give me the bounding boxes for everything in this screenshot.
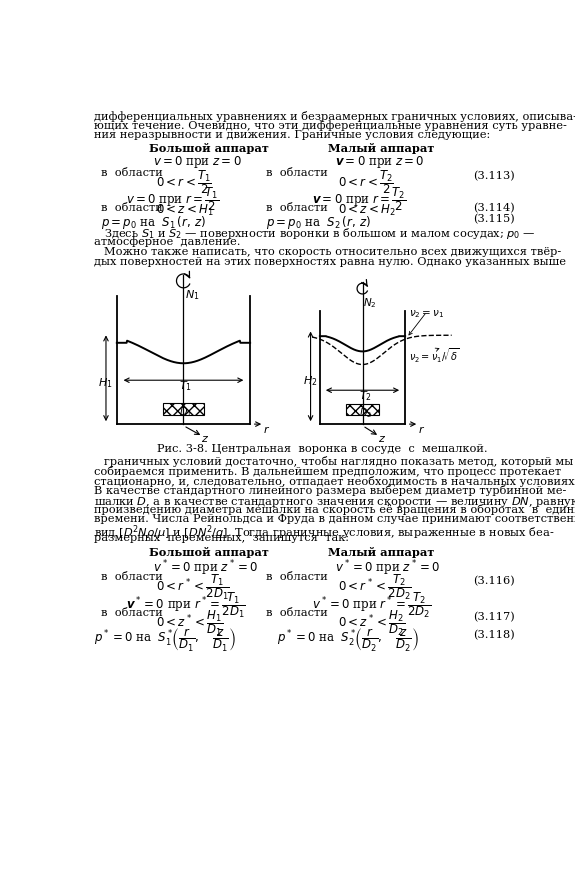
Text: $T_1$: $T_1$ bbox=[179, 379, 192, 393]
Text: $0{<}z{<}H_1$: $0{<}z{<}H_1$ bbox=[156, 202, 213, 217]
Text: $z$: $z$ bbox=[201, 434, 209, 444]
Text: ющих течение. Очевидно, что эти дифференциальные уравнения суть уравне-: ющих течение. Очевидно, что эти дифферен… bbox=[94, 120, 566, 131]
Text: стационарно, и, следовательно, отпадает необходимость в начальных условиях.: стационарно, и, следовательно, отпадает … bbox=[94, 475, 575, 486]
Text: Здесь $S_1$ и $S_2$ — поверхности воронки в большом и малом сосудах; $p_0$ —: Здесь $S_1$ и $S_2$ — поверхности воронк… bbox=[105, 226, 536, 242]
Text: размерных  переменных,  запишутся  так:: размерных переменных, запишутся так: bbox=[94, 533, 348, 542]
Text: $r$: $r$ bbox=[417, 423, 425, 434]
Text: ния неразрывности и движения. Граничные условия следующие:: ния неразрывности и движения. Граничные … bbox=[94, 129, 490, 140]
Text: $z$: $z$ bbox=[378, 434, 386, 444]
Text: $H_1$: $H_1$ bbox=[98, 375, 113, 389]
Text: $0{<}r{<}\dfrac{T_1}{2}$: $0{<}r{<}\dfrac{T_1}{2}$ bbox=[156, 168, 212, 196]
Text: Малый аппарат: Малый аппарат bbox=[328, 546, 434, 557]
Text: вид $[D^2N\rho/\mu]$ и $[DN^2/g]$. Тогда граничные условия, выраженные в новых б: вид $[D^2N\rho/\mu]$ и $[DN^2/g]$. Тогда… bbox=[94, 523, 554, 541]
Text: В качестве стандартного линейного размера выберем диаметр турбинной ме-: В качестве стандартного линейного размер… bbox=[94, 485, 566, 495]
Text: (3.115): (3.115) bbox=[473, 214, 515, 224]
Text: дых поверхностей на этих поверхностях равна нулю. Однако указанных выше: дых поверхностей на этих поверхностях ра… bbox=[94, 256, 566, 267]
Text: $\boldsymbol{v}^*=0$ при $r^*=\dfrac{T_1}{2D_1}$: $\boldsymbol{v}^*=0$ при $r^*=\dfrac{T_1… bbox=[126, 589, 246, 620]
Text: $\boldsymbol{v}=0$ при $r=\dfrac{T_2}{2}$: $\boldsymbol{v}=0$ при $r=\dfrac{T_2}{2}… bbox=[312, 185, 407, 213]
Text: в  области: в области bbox=[266, 572, 327, 581]
Text: $N_2$: $N_2$ bbox=[363, 295, 377, 309]
Text: в  области: в области bbox=[266, 607, 327, 618]
Text: $p^*=0$ на  $S_2^*\!\left(\dfrac{r}{D_2},\quad\dfrac{z}{D_2}\right)$: $p^*=0$ на $S_2^*\!\left(\dfrac{r}{D_2},… bbox=[277, 626, 419, 653]
Text: (3.116): (3.116) bbox=[473, 575, 515, 586]
Text: (3.114): (3.114) bbox=[473, 202, 515, 213]
Text: $0{<}z^*{<}\dfrac{H_2}{D_2}$: $0{<}z^*{<}\dfrac{H_2}{D_2}$ bbox=[338, 607, 405, 638]
Text: Большой аппарат: Большой аппарат bbox=[150, 546, 269, 557]
Text: дифференциальных уравнениях и безраамерных граничных условиях, описыва-: дифференциальных уравнениях и безраамерн… bbox=[94, 110, 575, 122]
Text: (3.118): (3.118) bbox=[473, 629, 515, 640]
Text: $v^*=0$ при $z^*=0$: $v^*=0$ при $z^*=0$ bbox=[335, 558, 440, 578]
Text: $0{<}z{<}H_2$: $0{<}z{<}H_2$ bbox=[338, 202, 396, 217]
Text: $p^*=0$ на  $S_1^*\!\left(\dfrac{r}{D_1},\quad\dfrac{z}{D_1}\right)$: $p^*=0$ на $S_1^*\!\left(\dfrac{r}{D_1},… bbox=[94, 626, 236, 653]
Text: $v=0$ при $z=0$: $v=0$ при $z=0$ bbox=[154, 155, 242, 170]
Text: Большой аппарат: Большой аппарат bbox=[150, 143, 269, 153]
Text: Можно также написать, что скорость относительно всех движущихся твёр-: Можно также написать, что скорость относ… bbox=[105, 247, 562, 257]
Text: $\nu_2{=}\nu_1$: $\nu_2{=}\nu_1$ bbox=[409, 308, 444, 320]
Text: $0{<}r^*{<}\dfrac{T_2}{2D_2}$: $0{<}r^*{<}\dfrac{T_2}{2D_2}$ bbox=[338, 572, 411, 601]
Text: $\nu_2{=}\nu_1/\!\sqrt{\delta}$: $\nu_2{=}\nu_1/\!\sqrt{\delta}$ bbox=[409, 346, 459, 364]
Text: (3.117): (3.117) bbox=[473, 612, 515, 622]
Text: шалки $D$, а в качестве стандартного значения скорости — величину $DN$, равную: шалки $D$, а в качестве стандартного зна… bbox=[94, 494, 575, 508]
Text: $v=0$ при $r=\dfrac{T_1}{2}$: $v=0$ при $r=\dfrac{T_1}{2}$ bbox=[126, 185, 220, 213]
Text: $D_2$: $D_2$ bbox=[359, 406, 371, 420]
Text: $v^*=0$ при $z^*=0$: $v^*=0$ при $z^*=0$ bbox=[154, 558, 258, 578]
Text: произведению диаметра мешалки на скорость её вращения в оборотах  в  единицу: произведению диаметра мешалки на скорост… bbox=[94, 504, 575, 514]
Text: в  области: в области bbox=[101, 572, 163, 581]
Text: в  области: в области bbox=[101, 607, 163, 618]
Text: в  области: в области bbox=[266, 168, 327, 178]
Bar bbox=[163, 403, 204, 415]
Text: $N_1$: $N_1$ bbox=[185, 288, 200, 302]
Text: времени. Числа Рейнольдса и Фруда в данном случае принимают соответственно: времени. Числа Рейнольдса и Фруда в данн… bbox=[94, 514, 575, 523]
Text: $r$: $r$ bbox=[263, 423, 270, 434]
Text: $p=p_0$ на  $S_2\,(r,\,z)$: $p=p_0$ на $S_2\,(r,\,z)$ bbox=[266, 214, 371, 230]
Text: атмосферное  давление.: атмосферное давление. bbox=[94, 235, 240, 247]
Text: $T_2$: $T_2$ bbox=[359, 389, 371, 403]
Text: $p=p_0$ на  $S_1\,(r,\,z)$: $p=p_0$ на $S_1\,(r,\,z)$ bbox=[101, 214, 206, 230]
Text: $D_1$: $D_1$ bbox=[179, 405, 192, 418]
Text: в  области: в области bbox=[101, 168, 163, 178]
Text: Малый аппарат: Малый аппарат bbox=[328, 143, 434, 153]
Text: граничных условий достаточно, чтобы наглядно показать метод, который мы: граничных условий достаточно, чтобы нагл… bbox=[105, 455, 574, 467]
Text: Рис. 3-8. Центральная  воронка в сосуде  с  мешалкой.: Рис. 3-8. Центральная воронка в сосуде с… bbox=[157, 443, 488, 453]
Text: $\boldsymbol{v}=0$ при $z=0$: $\boldsymbol{v}=0$ при $z=0$ bbox=[335, 155, 425, 170]
Text: в  области: в области bbox=[101, 202, 163, 212]
Text: (3.113): (3.113) bbox=[473, 171, 515, 181]
Text: $0{<}z^*{<}\dfrac{H_1}{D_1}$: $0{<}z^*{<}\dfrac{H_1}{D_1}$ bbox=[156, 607, 223, 638]
Text: $H_2$: $H_2$ bbox=[303, 374, 317, 388]
Text: в  области: в области bbox=[266, 202, 327, 212]
Text: $0{<}r^*{<}\dfrac{T_1}{2D_1}$: $0{<}r^*{<}\dfrac{T_1}{2D_1}$ bbox=[156, 572, 229, 601]
Text: $0{<}r{<}\dfrac{T_2}{2}$: $0{<}r{<}\dfrac{T_2}{2}$ bbox=[338, 168, 394, 196]
Bar bbox=[346, 405, 379, 415]
Text: собираемся применить. В дальнейшем предположим, что процесс протекает: собираемся применить. В дальнейшем предп… bbox=[94, 466, 561, 476]
Text: $v^*=0$ при $r^*=\dfrac{T_2}{2D_2}$: $v^*=0$ при $r^*=\dfrac{T_2}{2D_2}$ bbox=[312, 589, 432, 620]
